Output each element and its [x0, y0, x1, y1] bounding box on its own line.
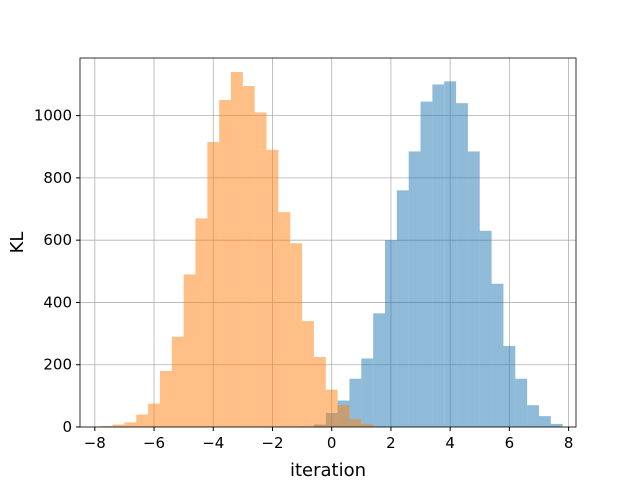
histogram-bar [491, 283, 504, 427]
histogram-bar [361, 423, 374, 427]
x-tick-label: −2 [261, 434, 283, 452]
histogram-bar [538, 416, 551, 427]
histogram-bar [231, 72, 243, 427]
histogram-bar [242, 86, 255, 427]
histogram-bar [467, 151, 480, 427]
histogram-bar [337, 405, 350, 427]
x-tick-label: −4 [202, 434, 224, 452]
histogram-bar [124, 422, 137, 427]
x-tick-label: 0 [327, 434, 337, 452]
histogram-bar [420, 101, 433, 427]
x-tick-label: 2 [386, 434, 396, 452]
histogram-bar [302, 321, 314, 427]
histogram-bar [325, 389, 338, 427]
histogram-bar [444, 81, 457, 427]
y-tick-label: 200 [43, 356, 72, 374]
histogram-bar [219, 100, 232, 428]
x-tick-label: 4 [445, 434, 455, 452]
axis-ticks: −8 −6 −4 −2 0 2 4 6 8 0 200 400 600 800 1000 [34, 107, 574, 452]
histogram-bar [266, 149, 279, 427]
histogram-bar [361, 358, 374, 427]
histogram-bar [278, 212, 291, 427]
x-tick-label: −8 [84, 434, 106, 452]
histogram-bar [183, 274, 196, 427]
histogram-bar [100, 426, 113, 427]
histogram-bar [171, 336, 184, 427]
x-tick-label: 6 [505, 434, 515, 452]
y-tick-label: 400 [43, 293, 72, 311]
histogram-bar [527, 405, 539, 427]
plot-area-frame [79, 57, 577, 428]
histogram-bar [254, 112, 267, 428]
y-tick-label: 800 [43, 169, 72, 187]
histogram-bar [112, 424, 125, 427]
histogram-bar [349, 419, 362, 427]
histogram-bar [479, 230, 492, 427]
y-tick-label: 0 [62, 418, 72, 436]
histogram-bar [136, 414, 149, 427]
histogram-bar [550, 423, 563, 427]
y-tick-label: 600 [43, 231, 72, 249]
x-axis-label: iteration [290, 460, 366, 480]
x-tick-label: −6 [143, 434, 165, 452]
histogram-bar [432, 84, 445, 427]
histogram-bar [408, 151, 421, 427]
histogram-bar [373, 313, 386, 427]
histogram-bar [159, 370, 172, 427]
histogram-bar [148, 403, 160, 427]
histogram-bar [195, 218, 208, 427]
histogram-bar [207, 142, 220, 428]
histogram-bar [396, 190, 409, 427]
histogram-bars [100, 72, 563, 428]
histogram-bar [515, 378, 528, 427]
y-axis-label: KL [7, 232, 28, 254]
histogram-bar [290, 243, 303, 427]
histogram-bar [349, 378, 362, 427]
histogram-bar [503, 346, 516, 427]
y-tick-label: 1000 [34, 107, 72, 125]
histogram-bar [456, 103, 468, 427]
histogram-bar [313, 356, 326, 427]
histogram-bar [385, 240, 397, 427]
x-tick-label: 8 [564, 434, 574, 452]
